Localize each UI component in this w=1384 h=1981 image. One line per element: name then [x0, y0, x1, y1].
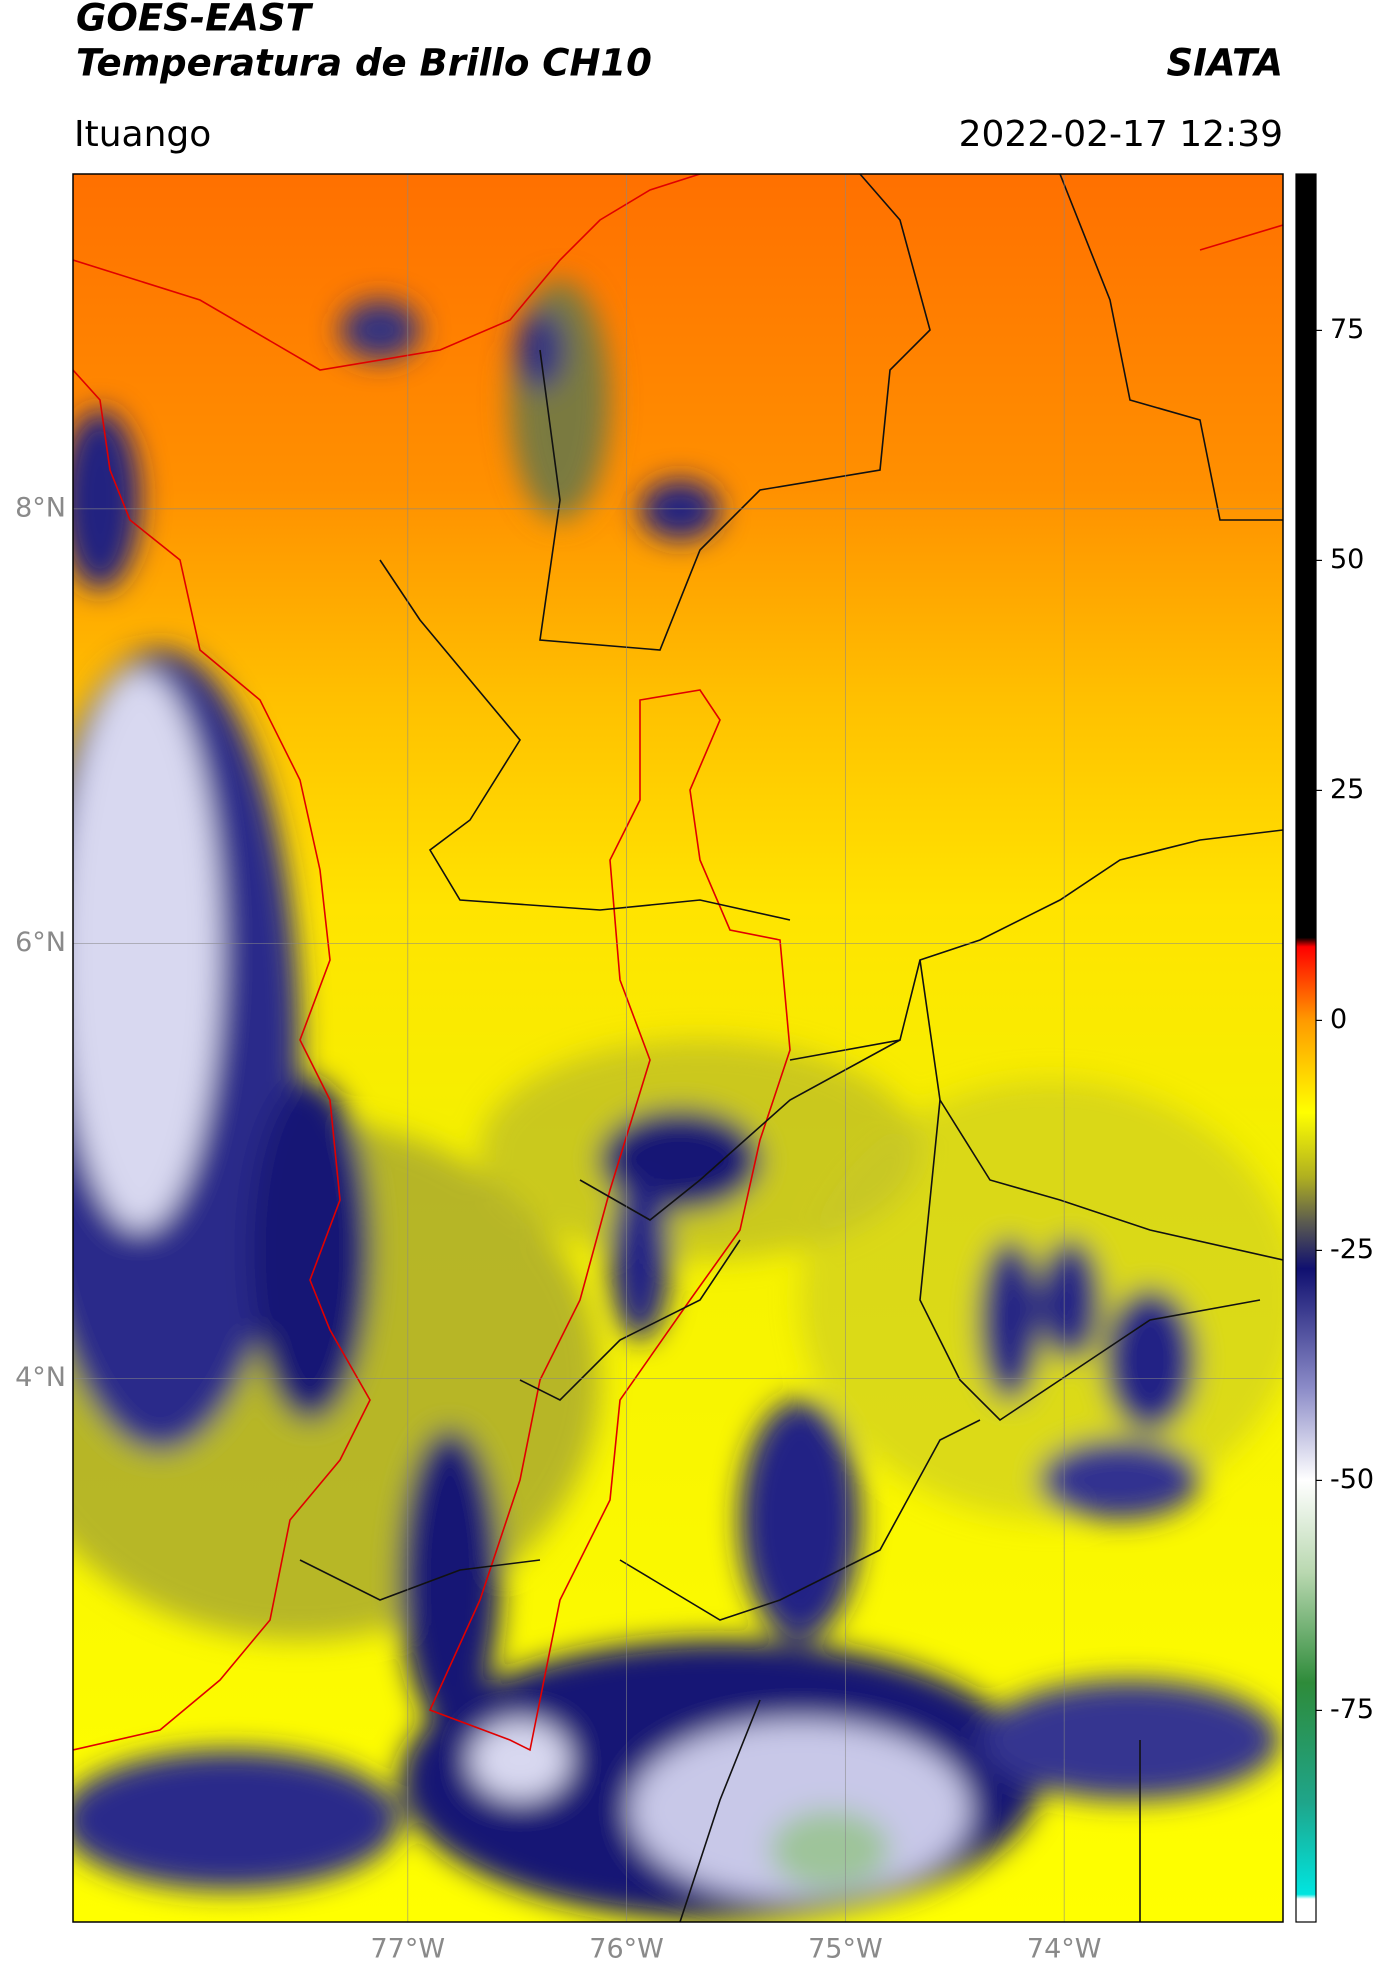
x-tick-label: 74°W [1027, 1934, 1102, 1965]
y-tick-label: 4°N [15, 1362, 66, 1393]
colorbar-tick-label: 75 [1330, 314, 1364, 345]
title: GOES-EAST [76, 0, 314, 40]
x-tick-label: 77°W [370, 1934, 445, 1965]
x-tick-label: 75°W [808, 1934, 883, 1965]
colorbar [1295, 173, 1317, 1923]
satellite-image [73, 174, 1283, 1922]
colorbar-tick-label: -50 [1330, 1464, 1374, 1495]
datetime: 2022-02-17 12:39 [959, 114, 1283, 155]
colorbar-tick-label: 0 [1330, 1004, 1347, 1035]
colorbar-tick-label: 50 [1330, 544, 1364, 575]
x-tick-label: 76°W [589, 1934, 664, 1965]
map-frame [72, 173, 1284, 1923]
grid [73, 174, 1283, 1922]
y-tick-label: 6°N [15, 927, 66, 958]
y-tick-label: 8°N [15, 492, 66, 523]
agency: SIATA [1166, 42, 1283, 85]
colorbar-tick-label: 25 [1330, 774, 1364, 805]
subtitle: Temperatura de Brillo CH10 [76, 42, 652, 85]
region: Ituango [74, 114, 211, 155]
colorbar-tick-label: -25 [1330, 1234, 1374, 1265]
colorbar-tick-label: -75 [1330, 1694, 1374, 1725]
